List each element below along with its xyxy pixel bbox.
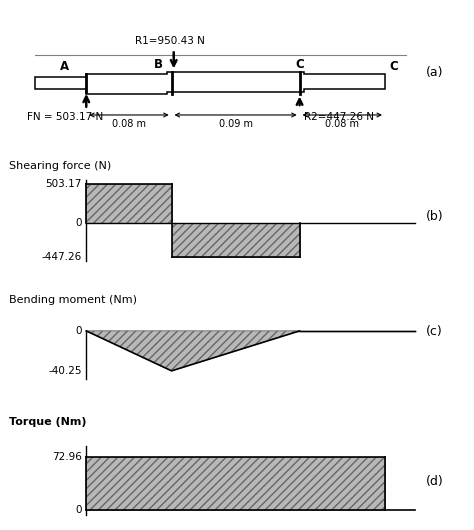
Polygon shape: [86, 331, 300, 371]
Text: Shearing force (N): Shearing force (N): [9, 161, 112, 171]
Text: 0.08 m: 0.08 m: [325, 119, 359, 129]
Text: C: C: [295, 58, 304, 70]
Text: 503.17: 503.17: [46, 179, 82, 189]
Text: (a): (a): [426, 66, 443, 79]
Polygon shape: [35, 72, 385, 94]
Text: (c): (c): [426, 325, 442, 338]
Text: FN = 503.17 N: FN = 503.17 N: [27, 112, 103, 122]
Text: 0: 0: [75, 218, 82, 228]
Text: B: B: [154, 58, 163, 70]
Text: 0.08 m: 0.08 m: [112, 119, 146, 129]
Text: 0: 0: [75, 505, 82, 515]
Text: Bending moment (Nm): Bending moment (Nm): [9, 295, 137, 305]
Text: (b): (b): [426, 210, 443, 223]
Text: R2=447.26 N: R2=447.26 N: [304, 112, 374, 122]
Text: C: C: [389, 60, 398, 74]
Text: 0.09 m: 0.09 m: [219, 119, 253, 129]
Polygon shape: [172, 223, 300, 258]
Text: R1=950.43 N: R1=950.43 N: [135, 36, 204, 46]
Text: -447.26: -447.26: [42, 252, 82, 262]
Text: A: A: [60, 60, 69, 74]
Polygon shape: [86, 184, 172, 223]
Text: 72.96: 72.96: [52, 452, 82, 462]
Text: Torque (Nm): Torque (Nm): [9, 417, 87, 427]
Text: (d): (d): [426, 474, 443, 488]
Polygon shape: [86, 456, 385, 510]
Text: 0: 0: [75, 326, 82, 336]
Text: -40.25: -40.25: [48, 366, 82, 376]
